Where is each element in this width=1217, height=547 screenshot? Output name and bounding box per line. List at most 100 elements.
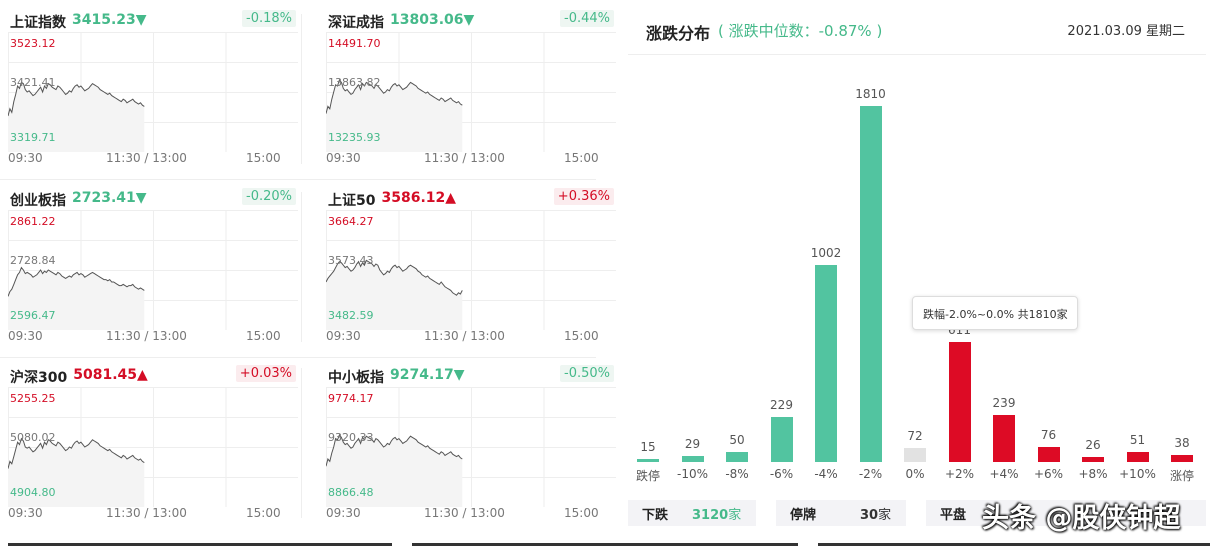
time-mid: 11:30 / 13:00 xyxy=(106,329,187,343)
stat-down: 下跌 3120家 xyxy=(628,500,756,526)
bar-9 xyxy=(1037,447,1060,462)
index-mid: 3573.43 xyxy=(328,254,374,267)
bar-category-label: +4% xyxy=(989,467,1019,481)
index-area xyxy=(326,80,463,152)
time-close: 15:00 xyxy=(564,506,599,520)
index-high: 2861.22 xyxy=(10,215,56,228)
bar-1 xyxy=(681,456,704,462)
bar-2 xyxy=(726,452,748,462)
time-open: 09:30 xyxy=(8,329,43,343)
bar-7 xyxy=(948,341,971,462)
index-panel-sh[interactable]: 上证指数 3415.23▼ -0.18% 3523.12 3421.41 3319.71 0… xyxy=(8,0,298,170)
index-chart xyxy=(326,387,616,507)
bar-category-label: -2% xyxy=(858,467,883,481)
bar-value-label: 51 xyxy=(1129,432,1146,447)
bar-value-label: 1810 xyxy=(855,87,886,101)
index-value: 2723.41▼ xyxy=(72,190,147,206)
index-high: 3664.27 xyxy=(328,215,374,228)
index-area xyxy=(326,435,463,507)
index-panel-sz[interactable]: 深证成指 13803.06▼ -0.44% 14491.70 13863.82 13235… xyxy=(326,0,616,170)
bar-10 xyxy=(1082,456,1104,462)
bar-value-label: 29 xyxy=(684,437,701,452)
index-header: 深证成指 13803.06▼ -0.44% xyxy=(326,10,616,32)
index-mid: 2728.84 xyxy=(10,254,56,267)
index-value: 5081.45▲ xyxy=(73,367,148,383)
index-change: +0.03% xyxy=(235,365,296,382)
bar-category-label: +2% xyxy=(944,467,975,481)
index-change: -0.20% xyxy=(242,188,296,205)
time-mid: 11:30 / 13:00 xyxy=(424,329,505,343)
time-mid: 11:30 / 13:00 xyxy=(106,151,187,165)
index-mid: 3421.41 xyxy=(10,76,56,89)
time-close: 15:00 xyxy=(246,506,281,520)
watermark: 头条 @股侠钟超 xyxy=(982,503,1181,534)
index-chart xyxy=(326,210,616,330)
stat-down-unit: 家 xyxy=(728,508,742,523)
panel-divider xyxy=(301,14,302,164)
index-panel-hs300[interactable]: 沪深300 5081.45▲ +0.03% 5255.25 5080.02 4904.80… xyxy=(8,355,298,525)
index-value: 13803.06▼ xyxy=(390,12,475,28)
footer-line xyxy=(412,543,798,546)
time-close: 15:00 xyxy=(246,329,281,343)
bar-11 xyxy=(1126,451,1149,462)
time-close: 15:00 xyxy=(564,329,599,343)
stat-flat: 平盘 xyxy=(926,500,1206,526)
bar-category-label: +8% xyxy=(1078,467,1108,481)
stat-flat-label: 平盘 xyxy=(940,508,967,523)
index-value: 3415.23▼ xyxy=(72,12,147,28)
index-panel-cyb[interactable]: 创业板指 2723.41▼ -0.20% 2861.22 2728.84 2596.47 0… xyxy=(8,178,298,348)
bar-8 xyxy=(993,414,1015,462)
time-close: 15:00 xyxy=(246,151,281,165)
index-high: 9774.17 xyxy=(328,392,374,405)
index-header: 上证50 3586.12▲ +0.36% xyxy=(326,188,616,210)
index-change: -0.44% xyxy=(560,10,614,27)
index-low: 8866.48 xyxy=(328,486,374,499)
bar-value-label: 50 xyxy=(729,433,745,448)
bar-category-label: +10% xyxy=(1119,467,1156,481)
bar-0 xyxy=(637,459,659,462)
index-area xyxy=(8,438,145,507)
index-line xyxy=(8,81,145,117)
time-open: 09:30 xyxy=(326,151,361,165)
bar-value-label: 72 xyxy=(907,428,923,443)
bar-3 xyxy=(770,416,793,462)
bar-value-label: 229 xyxy=(770,397,793,412)
index-header: 创业板指 2723.41▼ -0.20% xyxy=(8,188,298,210)
index-chart xyxy=(326,32,616,152)
time-mid: 11:30 / 13:00 xyxy=(106,506,187,520)
index-header: 沪深300 5081.45▲ +0.03% xyxy=(8,365,298,387)
panel-divider xyxy=(301,192,302,342)
bar-6 xyxy=(904,447,926,462)
distribution-divider xyxy=(628,54,1206,55)
index-high: 14491.70 xyxy=(328,37,381,50)
index-area xyxy=(8,82,145,152)
index-line xyxy=(8,437,145,469)
time-close: 15:00 xyxy=(564,151,599,165)
index-chart xyxy=(8,32,298,152)
bar-category-label: 0% xyxy=(905,467,925,481)
time-open: 09:30 xyxy=(326,329,361,343)
index-name: 沪深300 xyxy=(10,370,68,386)
stat-halt-label: 停牌 xyxy=(790,508,817,523)
index-line xyxy=(326,78,463,114)
index-line xyxy=(326,259,463,296)
distribution-title: 涨跌分布 xyxy=(646,24,711,43)
bar-category-label: -4% xyxy=(814,467,838,481)
footer-line xyxy=(818,543,1210,546)
index-area xyxy=(8,267,145,330)
time-open: 09:30 xyxy=(8,506,43,520)
bar-value-label: 15 xyxy=(640,440,656,454)
stat-halt: 停牌 30家 xyxy=(776,500,906,526)
index-panel-zxb[interactable]: 中小板指 9274.17▼ -0.50% 9774.17 9320.33 8866.48 0… xyxy=(326,355,616,525)
stat-halt-value: 30 xyxy=(860,508,879,523)
index-low: 3319.71 xyxy=(10,131,56,144)
index-high: 3523.12 xyxy=(10,37,56,50)
index-name: 上证50 xyxy=(328,193,376,209)
index-header: 中小板指 9274.17▼ -0.50% xyxy=(326,365,616,387)
bar-category-label: -6% xyxy=(769,467,794,481)
time-open: 09:30 xyxy=(8,151,43,165)
index-panel-sz50[interactable]: 上证50 3586.12▲ +0.36% 3664.27 3573.43 3482.59 0… xyxy=(326,178,616,348)
bar-5 xyxy=(859,106,882,462)
panel-divider xyxy=(301,368,302,518)
